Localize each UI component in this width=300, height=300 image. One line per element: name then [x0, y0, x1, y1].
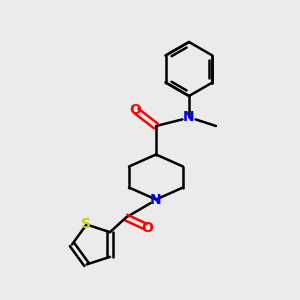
Text: S: S [81, 217, 91, 231]
Text: N: N [183, 110, 195, 124]
Text: O: O [141, 221, 153, 235]
Text: O: O [129, 103, 141, 116]
Text: N: N [150, 193, 162, 206]
